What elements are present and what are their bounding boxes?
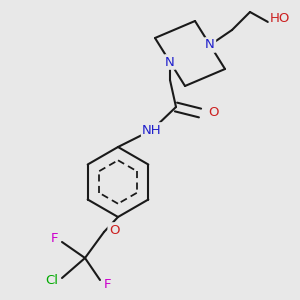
Text: F: F bbox=[104, 278, 112, 290]
Text: F: F bbox=[50, 232, 58, 245]
Text: Cl: Cl bbox=[45, 274, 58, 286]
Text: HO: HO bbox=[270, 11, 290, 25]
Text: NH: NH bbox=[142, 124, 162, 136]
Text: N: N bbox=[205, 38, 215, 52]
Text: O: O bbox=[208, 106, 218, 119]
Text: N: N bbox=[165, 56, 175, 68]
Text: O: O bbox=[109, 224, 119, 236]
